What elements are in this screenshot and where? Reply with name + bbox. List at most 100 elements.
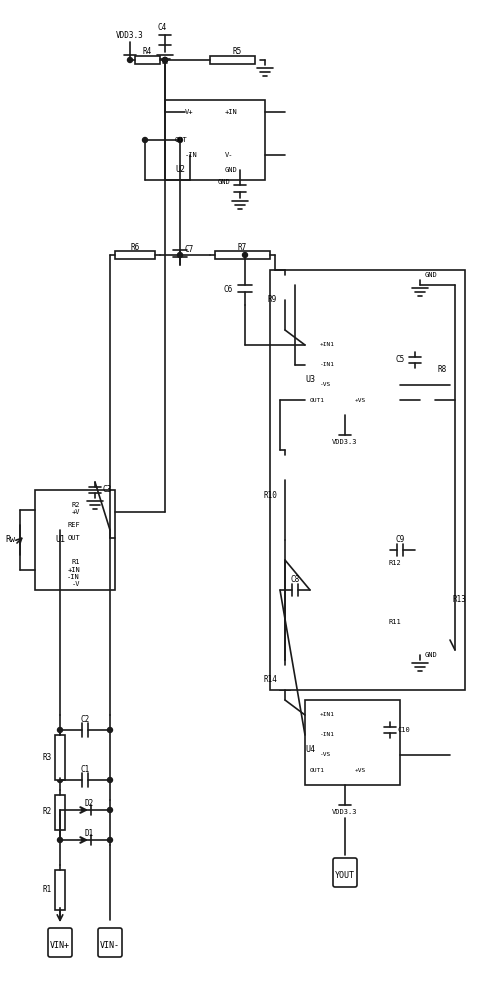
Text: R13: R13 xyxy=(453,595,467,604)
Text: R6: R6 xyxy=(130,242,139,251)
Bar xyxy=(115,251,155,259)
Bar xyxy=(305,700,400,785)
Text: GND: GND xyxy=(425,652,438,658)
Text: C10: C10 xyxy=(398,727,411,733)
Bar xyxy=(55,870,65,910)
Circle shape xyxy=(162,57,168,62)
Bar xyxy=(55,735,65,780)
Text: YOUT: YOUT xyxy=(335,870,355,880)
Text: D2: D2 xyxy=(84,798,93,808)
Text: R1: R1 xyxy=(71,559,80,565)
Text: R12: R12 xyxy=(388,560,401,566)
Text: +VS: +VS xyxy=(355,397,366,402)
Circle shape xyxy=(162,57,168,62)
Circle shape xyxy=(57,838,62,842)
Text: R11: R11 xyxy=(388,619,401,625)
Circle shape xyxy=(178,137,182,142)
Circle shape xyxy=(57,728,62,732)
Text: C3: C3 xyxy=(103,486,112,494)
Text: GND: GND xyxy=(225,167,238,173)
Text: C8: C8 xyxy=(290,576,300,584)
Bar xyxy=(210,56,255,64)
Text: +V: +V xyxy=(71,509,80,515)
Bar xyxy=(280,455,290,480)
Circle shape xyxy=(107,808,113,812)
Text: -VS: -VS xyxy=(320,752,331,758)
FancyBboxPatch shape xyxy=(98,928,122,957)
Text: VIN-: VIN- xyxy=(100,940,120,950)
Text: VDD3.3: VDD3.3 xyxy=(116,30,144,39)
Text: U4: U4 xyxy=(305,746,315,754)
Text: R2: R2 xyxy=(71,502,80,508)
Text: U3: U3 xyxy=(305,375,315,384)
Circle shape xyxy=(178,252,182,257)
Bar xyxy=(135,56,160,64)
Text: V-: V- xyxy=(225,152,233,158)
Text: Rw: Rw xyxy=(5,536,15,544)
Text: C2: C2 xyxy=(80,716,90,724)
Text: -IN: -IN xyxy=(185,152,198,158)
Text: R2: R2 xyxy=(43,808,52,816)
Text: REF: REF xyxy=(67,522,80,528)
Text: VDD3.3: VDD3.3 xyxy=(332,439,358,445)
Text: D1: D1 xyxy=(84,828,93,838)
Circle shape xyxy=(57,778,62,782)
Text: C9: C9 xyxy=(395,536,405,544)
Text: -IN: -IN xyxy=(67,574,80,580)
Text: U1: U1 xyxy=(55,536,65,544)
Text: R8: R8 xyxy=(438,365,447,374)
Text: +IN1: +IN1 xyxy=(320,712,335,718)
Circle shape xyxy=(127,57,133,62)
Circle shape xyxy=(242,252,248,257)
Bar xyxy=(440,560,450,640)
Text: U2: U2 xyxy=(175,165,185,174)
Text: +IN1: +IN1 xyxy=(320,342,335,348)
Bar xyxy=(370,605,420,615)
Text: V+: V+ xyxy=(185,109,194,115)
Circle shape xyxy=(57,808,62,812)
Circle shape xyxy=(293,282,297,288)
Bar xyxy=(370,570,420,580)
Bar xyxy=(270,270,465,690)
Bar xyxy=(35,490,115,590)
Circle shape xyxy=(107,838,113,842)
Text: +VS: +VS xyxy=(355,768,366,772)
Text: C7: C7 xyxy=(185,245,194,254)
Circle shape xyxy=(162,57,168,62)
Circle shape xyxy=(142,137,148,142)
Text: R7: R7 xyxy=(238,242,247,251)
Circle shape xyxy=(107,778,113,782)
Text: R10: R10 xyxy=(263,490,277,499)
Text: OUT1: OUT1 xyxy=(310,768,325,772)
Text: -IN1: -IN1 xyxy=(320,362,335,367)
Text: R5: R5 xyxy=(233,47,242,56)
Text: +IN: +IN xyxy=(225,109,238,115)
Text: R14: R14 xyxy=(263,676,277,684)
Text: C4: C4 xyxy=(158,23,167,32)
Text: R3: R3 xyxy=(43,753,52,762)
Text: VIN+: VIN+ xyxy=(50,940,70,950)
Text: -V: -V xyxy=(71,581,80,587)
Text: GND: GND xyxy=(217,179,230,185)
Bar xyxy=(305,330,400,415)
Bar xyxy=(165,100,265,180)
Text: +IN: +IN xyxy=(67,567,80,573)
Text: R4: R4 xyxy=(143,47,152,56)
Text: VDD3.3: VDD3.3 xyxy=(332,809,358,815)
Bar xyxy=(215,251,270,259)
Text: -VS: -VS xyxy=(320,382,331,387)
Text: C6: C6 xyxy=(224,286,233,294)
Text: GND: GND xyxy=(425,272,438,278)
Text: OUT: OUT xyxy=(175,137,188,143)
Bar xyxy=(280,665,290,690)
Text: C5: C5 xyxy=(396,356,405,364)
Circle shape xyxy=(107,728,113,732)
FancyBboxPatch shape xyxy=(48,928,72,957)
Bar xyxy=(280,275,290,300)
FancyBboxPatch shape xyxy=(333,858,357,887)
Text: OUT: OUT xyxy=(67,535,80,541)
Text: R9: R9 xyxy=(268,296,277,304)
Text: OUT1: OUT1 xyxy=(310,397,325,402)
Text: -IN1: -IN1 xyxy=(320,732,335,738)
Text: C1: C1 xyxy=(80,766,90,774)
